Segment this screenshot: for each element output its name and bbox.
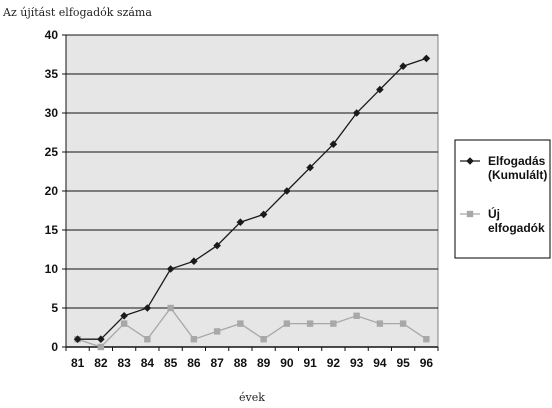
y-tick-label: 10 xyxy=(45,262,59,276)
y-tick-label: 30 xyxy=(45,106,59,120)
x-axis-title: évek xyxy=(239,391,265,404)
y-tick-labels: 0 5 10 15 20 25 30 35 40 xyxy=(45,28,59,354)
y-tick-label: 15 xyxy=(45,223,59,237)
data-point xyxy=(307,320,313,326)
x-tick-label: 82 xyxy=(94,356,108,370)
y-tick-label: 25 xyxy=(45,145,59,159)
x-tick-label: 84 xyxy=(141,356,155,370)
data-point xyxy=(330,320,336,326)
legend-label: (Kumulált) xyxy=(488,168,547,182)
x-tick-labels: 81 82 83 84 85 86 87 88 89 90 91 92 93 94 95 96 xyxy=(71,356,433,370)
x-tick-label: 95 xyxy=(396,356,410,370)
legend-label: elfogadók xyxy=(488,221,545,235)
data-point xyxy=(98,344,104,350)
data-point xyxy=(400,320,406,326)
x-tick-label: 89 xyxy=(257,356,271,370)
legend-marker xyxy=(467,211,473,217)
data-point xyxy=(167,305,173,311)
data-point xyxy=(121,320,127,326)
x-tick-label: 91 xyxy=(303,356,317,370)
y-tick-label: 5 xyxy=(51,301,58,315)
data-point xyxy=(260,336,266,342)
x-tick-label: 90 xyxy=(280,356,294,370)
data-point xyxy=(191,336,197,342)
x-tick-label: 94 xyxy=(373,356,387,370)
x-tick-label: 86 xyxy=(187,356,201,370)
data-point xyxy=(237,320,243,326)
x-tick-label: 93 xyxy=(350,356,364,370)
data-point xyxy=(214,328,220,334)
x-tick-label: 85 xyxy=(164,356,178,370)
y-tick-label: 20 xyxy=(45,184,59,198)
x-tick-label: 92 xyxy=(327,356,341,370)
y-tick-label: 40 xyxy=(45,28,59,42)
y-axis-title: Az újítást elfogadók száma xyxy=(2,6,152,19)
data-point xyxy=(423,336,429,342)
data-point xyxy=(144,336,150,342)
data-point xyxy=(284,320,290,326)
y-tick-label: 35 xyxy=(45,67,59,81)
x-tick-label: 88 xyxy=(234,356,248,370)
data-point xyxy=(377,320,383,326)
x-tick-label: 96 xyxy=(420,356,434,370)
legend-label: Elfogadás xyxy=(488,154,546,168)
y-tick-label: 0 xyxy=(51,340,58,354)
legend-label: Új xyxy=(488,206,500,221)
x-tick-label: 81 xyxy=(71,356,85,370)
x-tick-label: 83 xyxy=(117,356,131,370)
x-tick-label: 87 xyxy=(210,356,224,370)
data-point xyxy=(353,313,359,319)
